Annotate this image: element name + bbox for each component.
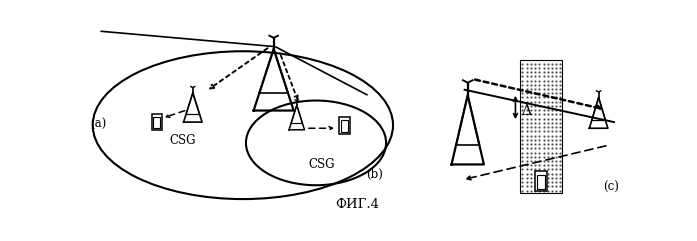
Text: (b): (b): [366, 167, 383, 181]
Bar: [537, 175, 545, 189]
Text: CSG: CSG: [308, 158, 335, 171]
Bar: [152, 114, 162, 130]
Bar: [535, 171, 547, 191]
Text: (c): (c): [603, 181, 619, 194]
Text: Δ: Δ: [521, 104, 532, 118]
Bar: [341, 120, 348, 132]
Bar: [339, 117, 350, 134]
Text: ФИГ.4: ФИГ.4: [335, 198, 379, 211]
Bar: [520, 60, 562, 193]
Text: CSG: CSG: [169, 134, 197, 147]
Bar: [153, 117, 160, 128]
Text: (a): (a): [91, 118, 107, 131]
